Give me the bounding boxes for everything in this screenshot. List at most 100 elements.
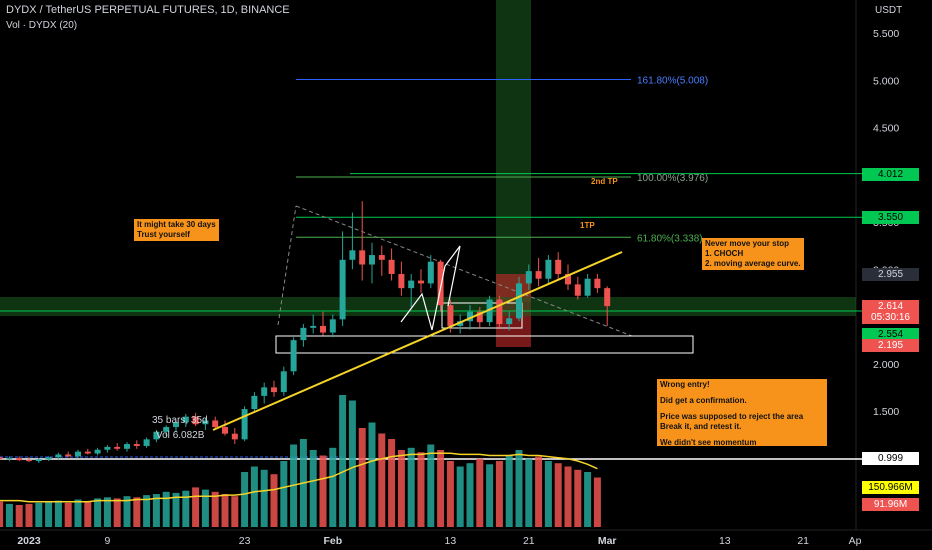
volume-bar [280,461,288,527]
volume-bar [211,491,219,527]
candle [310,314,317,334]
candle [329,314,336,338]
volume-bar [250,466,258,527]
fib-label: 100.00%(3.976) [637,173,708,184]
candle-body [182,416,189,423]
candle [496,295,503,328]
note-thirty-days[interactable]: It might take 30 days Trust yourself [134,219,219,241]
demand-zone-box [275,335,694,354]
volume-bar [221,494,229,527]
candle [94,447,101,456]
candle-body [84,451,91,454]
tp1-label: 1TP [580,221,595,230]
price-axis-label: 150.966M [862,481,919,494]
candle [565,264,571,291]
volume-bar [378,433,386,527]
volume-bar [64,502,72,527]
volume-bar [241,472,249,527]
candle [133,440,140,449]
candle-body [594,278,601,289]
volume-bar [564,466,572,527]
volume-bar [348,400,356,527]
volume-bar [113,498,121,527]
candle-body [447,305,454,326]
note-wrong-entry[interactable]: Wrong entry! Did get a confirmation. Pri… [657,379,827,447]
volume-bar [74,499,82,527]
candle [16,456,23,462]
volume-bar [427,444,435,527]
volume-bar [437,450,445,527]
price-axis-label: 2.614 [862,299,919,313]
fib-label: 61.80%(3.338) [637,233,703,244]
candle-body [476,311,483,323]
candle [231,428,238,445]
candle [359,201,366,281]
candle-body [163,427,170,432]
volume-bar [358,428,366,527]
candle-body [133,444,140,446]
volume-bar [466,463,474,527]
candle [545,255,552,284]
volume-bar [544,461,552,527]
volume-bar [505,455,513,527]
candle [55,452,62,460]
note-stop[interactable]: Never move your stop 1. CHOCH 2. moving … [702,238,804,270]
candle [378,245,385,276]
candle-body [378,255,385,260]
volume-range-label: Vol 6.082B [156,430,205,441]
volume-bar [446,461,454,527]
candle-body [349,250,356,260]
candle [290,337,297,376]
volume-bar [535,456,543,527]
volume-bar [309,450,317,527]
candle [222,420,228,436]
candle-body [604,288,611,307]
candle [369,242,375,284]
candle [271,380,277,397]
candle [457,314,464,334]
candle-body [212,420,219,428]
candle-body [26,460,32,462]
volume-bar [84,501,92,527]
candle [124,442,130,452]
candle [0,454,3,461]
price-axis-label: 91.96M [862,498,919,511]
price-axis-unit: USDT [875,5,903,16]
candle-body [329,319,336,333]
trendline [212,251,623,431]
candle-body [271,387,277,393]
candle-body [418,280,424,284]
volume-bar [270,474,278,527]
candle [104,445,111,453]
candle-body [565,273,571,285]
candle-body [104,446,111,450]
volume-bar [35,502,43,527]
candle [280,366,287,396]
volume-indicator-label: Vol · DYDX (20) [6,20,78,31]
x-tick-label: 13 [445,535,457,547]
candle [408,273,415,308]
triangle-left-edge [277,205,297,326]
candle-body [437,261,444,306]
choch-zigzag [400,245,461,331]
candle-body [0,457,3,460]
candle-body [427,261,434,284]
candle [212,416,219,430]
candle [535,257,542,287]
candle-body [516,283,522,319]
candle-body [75,451,81,457]
price-axis-label: 2.195 [862,339,919,353]
volume-bar [319,455,327,527]
volume-bar [25,503,33,527]
x-tick-label: 23 [239,535,251,547]
candle-body [153,431,160,440]
tp2-label: 2nd TP [591,177,618,186]
take-profit-zone [496,0,531,302]
candle [427,255,434,289]
volume-bar [0,501,4,527]
volume-bar [192,487,200,527]
volume-bar [495,461,503,527]
candle-body [35,459,42,462]
candle-body [173,422,179,428]
